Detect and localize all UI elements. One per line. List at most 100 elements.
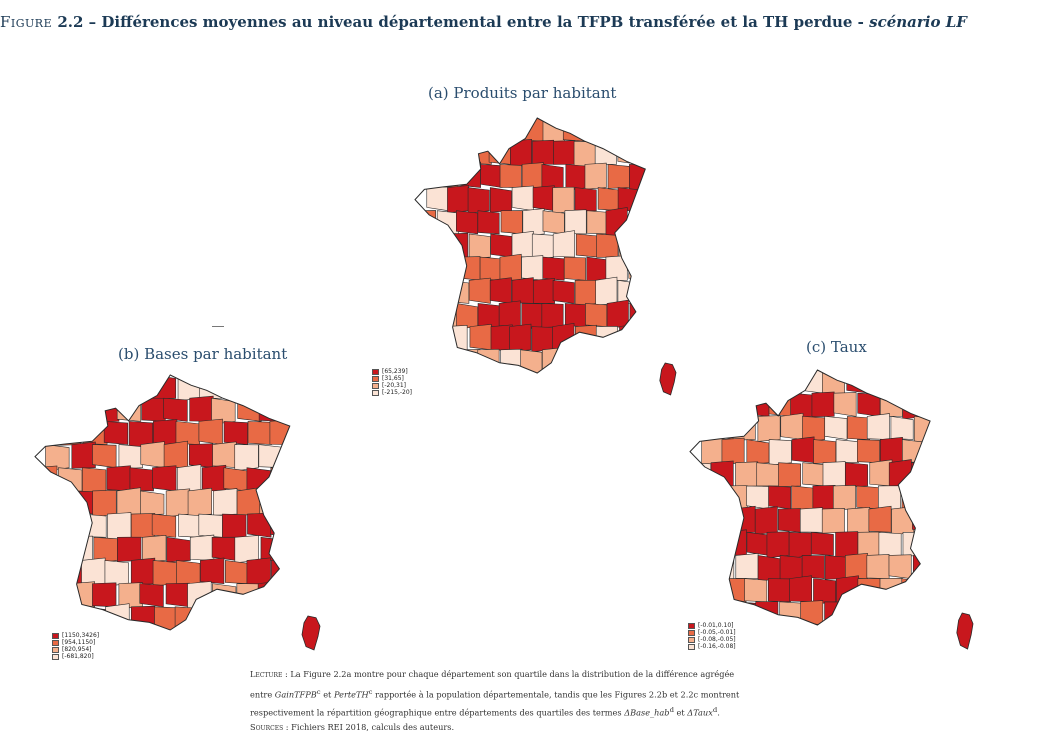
departement-area: [879, 577, 903, 606]
legend-swatch: [372, 382, 379, 389]
departement-area: [606, 299, 629, 329]
note-line-3: respectivement la répartition géographiq…: [250, 704, 820, 720]
departement-area: [856, 485, 880, 510]
departement-area: [104, 375, 129, 399]
departement-area: [617, 187, 640, 212]
note-var-perteth: PerteTH: [333, 689, 369, 700]
legend-swatch: [52, 639, 59, 646]
separator-mark: [212, 326, 224, 327]
departement-area: [189, 534, 215, 561]
departement-area: [500, 118, 523, 142]
legend-row: [1150,3426]: [52, 632, 99, 639]
departement-area: [477, 210, 500, 235]
departement-area: [107, 512, 132, 541]
departement-area: [425, 138, 447, 165]
departement-area: [573, 140, 596, 168]
departement-area: [878, 531, 902, 559]
france-outline: [414, 117, 646, 374]
departement-area: [71, 397, 97, 422]
departement-area: [575, 233, 598, 258]
departement-area: [574, 187, 597, 212]
legend-row: [-0.08,-0.05]: [688, 636, 736, 643]
departement-area: [594, 140, 617, 165]
departement-area: [845, 462, 868, 488]
departement-area: [833, 392, 857, 417]
departement-area: [810, 531, 834, 556]
note-line2-b: et: [323, 689, 332, 700]
departement-area: [735, 601, 758, 625]
departement-area: [553, 140, 576, 165]
departement-area: [866, 554, 890, 579]
departement-area: [282, 490, 290, 516]
departement-area: [701, 437, 725, 466]
note-sup-4: d: [712, 706, 718, 714]
departement-area: [282, 535, 290, 561]
departement-area: [801, 370, 825, 394]
panel-b-map: [34, 374, 321, 651]
departement-area: [468, 277, 491, 304]
departement-area: [746, 531, 770, 556]
departement-area: [780, 412, 804, 440]
departement-area: [35, 421, 59, 447]
departement-area: [139, 583, 164, 608]
departement-area: [510, 138, 532, 169]
departement-area: [248, 375, 273, 399]
departement-area: [103, 421, 129, 445]
departement-area: [258, 444, 283, 469]
departement-area: [509, 323, 532, 352]
departement-area: [489, 277, 512, 304]
departement-area: [223, 467, 248, 492]
departement-area: [542, 256, 565, 281]
departement-area: [531, 326, 554, 353]
panel-b-legend: [1150,3426] [954,1150] [820,954] [-681,820]: [52, 632, 99, 660]
departement-area: [617, 140, 640, 165]
departement-area: [813, 439, 837, 464]
france-outline: [689, 369, 931, 626]
departement-area: [835, 439, 859, 464]
departement-area: [757, 555, 781, 582]
departement-area: [201, 603, 226, 630]
legend-swatch: [688, 643, 695, 650]
departement-area: [690, 508, 713, 533]
departement-area: [511, 185, 534, 212]
panel-a-legend: [65,239] [31,65] [-20,31] [-215,-20]: [372, 368, 412, 396]
departement-area: [198, 513, 223, 538]
legend-row: [-0.01,0.10]: [688, 622, 736, 629]
departement-area: [70, 581, 95, 608]
departement-area: [564, 303, 587, 327]
departement-area: [521, 162, 544, 188]
departement-area: [83, 421, 108, 445]
departement-area: [701, 578, 725, 603]
departement-area: [779, 601, 803, 625]
departement-area: [901, 484, 925, 510]
departement-area: [702, 529, 726, 558]
departement-area: [177, 375, 202, 402]
departement-area: [187, 487, 212, 518]
departement-area: [868, 505, 892, 533]
departement-area: [68, 535, 93, 562]
departement-area: [768, 485, 792, 510]
departement-area: [447, 185, 470, 214]
departement-area: [92, 489, 117, 518]
departement-area: [199, 375, 224, 399]
departement-area: [821, 507, 845, 534]
departement-area: [45, 536, 70, 563]
departement-area: [911, 601, 931, 625]
legend-label: [31,65]: [382, 375, 404, 382]
departement-area: [768, 439, 792, 466]
departement-area: [270, 375, 290, 399]
departement-area: [223, 421, 248, 445]
panel-b-title: (b) Bases par habitant: [118, 345, 288, 363]
departement-area: [467, 187, 490, 214]
departement-area: [608, 349, 630, 373]
departement-area: [802, 462, 826, 487]
departement-area: [690, 414, 714, 440]
departement-area: [45, 444, 70, 472]
note-var-taux: ΔTaux: [687, 707, 713, 718]
departement-area: [211, 397, 236, 425]
note-sources: Sources : Fichiers REI 2018, calculs des…: [250, 721, 820, 734]
figure-title: Figure 2.2 – Différences moyennes au niv…: [0, 13, 1040, 31]
legend-swatch: [688, 629, 695, 636]
departement-area: [924, 578, 931, 603]
legend-row: [820,954]: [52, 646, 99, 653]
